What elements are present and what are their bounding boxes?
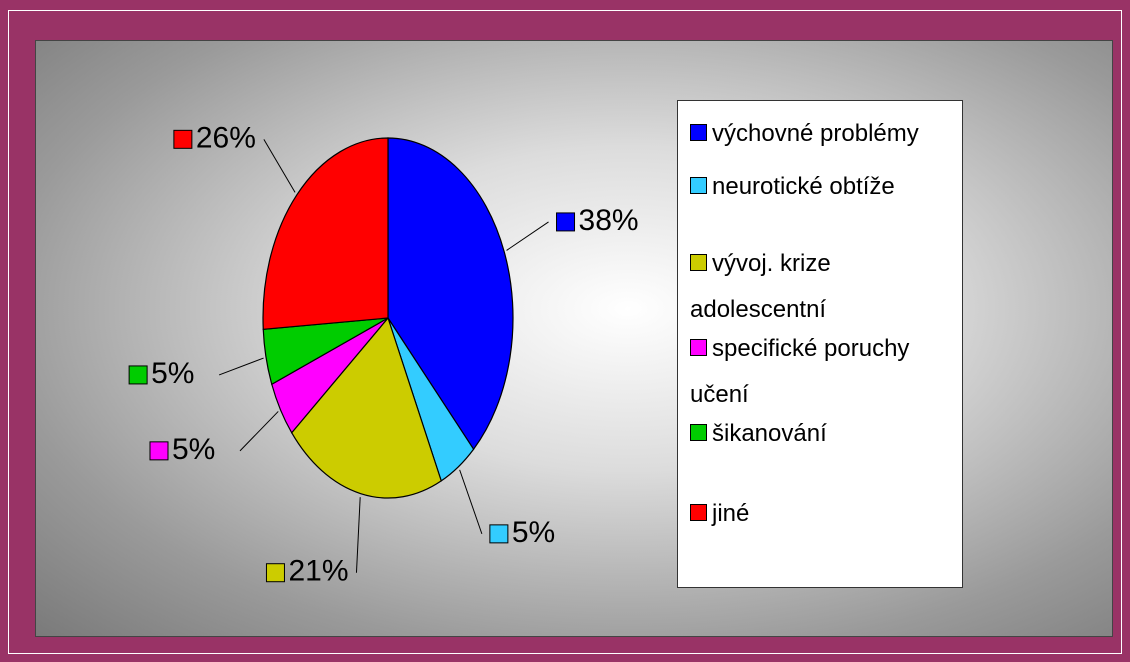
legend-entry: vývoj. krize adolescentní bbox=[690, 241, 955, 333]
legend-label: šikanování bbox=[712, 420, 827, 447]
pie-slice bbox=[290, 316, 442, 499]
leader-line bbox=[355, 497, 361, 573]
legend-entry: šikanování bbox=[690, 411, 955, 457]
data-label: 26% bbox=[196, 121, 256, 154]
leader-line bbox=[459, 469, 483, 535]
data-label: 38% bbox=[579, 204, 639, 237]
leader-line bbox=[506, 221, 549, 251]
leader-line bbox=[218, 357, 264, 376]
data-label: 5% bbox=[151, 357, 194, 390]
data-label: 5% bbox=[172, 433, 215, 466]
leader-line bbox=[239, 411, 279, 452]
data-label: 21% bbox=[288, 555, 348, 588]
legend-swatch bbox=[690, 339, 707, 356]
label-swatch bbox=[149, 441, 169, 461]
legend-label: specifické poruchy učení bbox=[690, 335, 910, 408]
label-swatch bbox=[173, 129, 193, 149]
leader-line bbox=[263, 139, 296, 193]
legend-label: neurotické obtíže bbox=[712, 173, 895, 200]
legend-label: jiné bbox=[712, 500, 750, 527]
legend-swatch bbox=[690, 124, 707, 141]
data-label: 5% bbox=[512, 516, 555, 549]
legend-entry: výchovné problémy bbox=[690, 111, 955, 157]
label-swatch bbox=[489, 524, 509, 544]
pie-slice bbox=[387, 137, 514, 451]
legend-entry: specifické poruchy učení bbox=[690, 326, 955, 418]
legend-swatch bbox=[690, 504, 707, 521]
pie-slice bbox=[262, 137, 389, 330]
legend-swatch bbox=[690, 177, 707, 194]
label-swatch bbox=[556, 212, 576, 232]
legend-entry: neurotické obtíže bbox=[690, 164, 955, 210]
legend-label: vývoj. krize adolescentní bbox=[690, 250, 831, 323]
legend-swatch bbox=[690, 424, 707, 441]
legend-entry: jiné bbox=[690, 491, 955, 537]
label-swatch bbox=[265, 563, 285, 583]
inner-border bbox=[8, 10, 1122, 654]
legend-label: výchovné problémy bbox=[712, 120, 919, 147]
legend-swatch bbox=[690, 254, 707, 271]
legend: výchovné problémy neurotické obtíže vývoj.… bbox=[677, 100, 963, 588]
label-swatch bbox=[128, 365, 148, 385]
